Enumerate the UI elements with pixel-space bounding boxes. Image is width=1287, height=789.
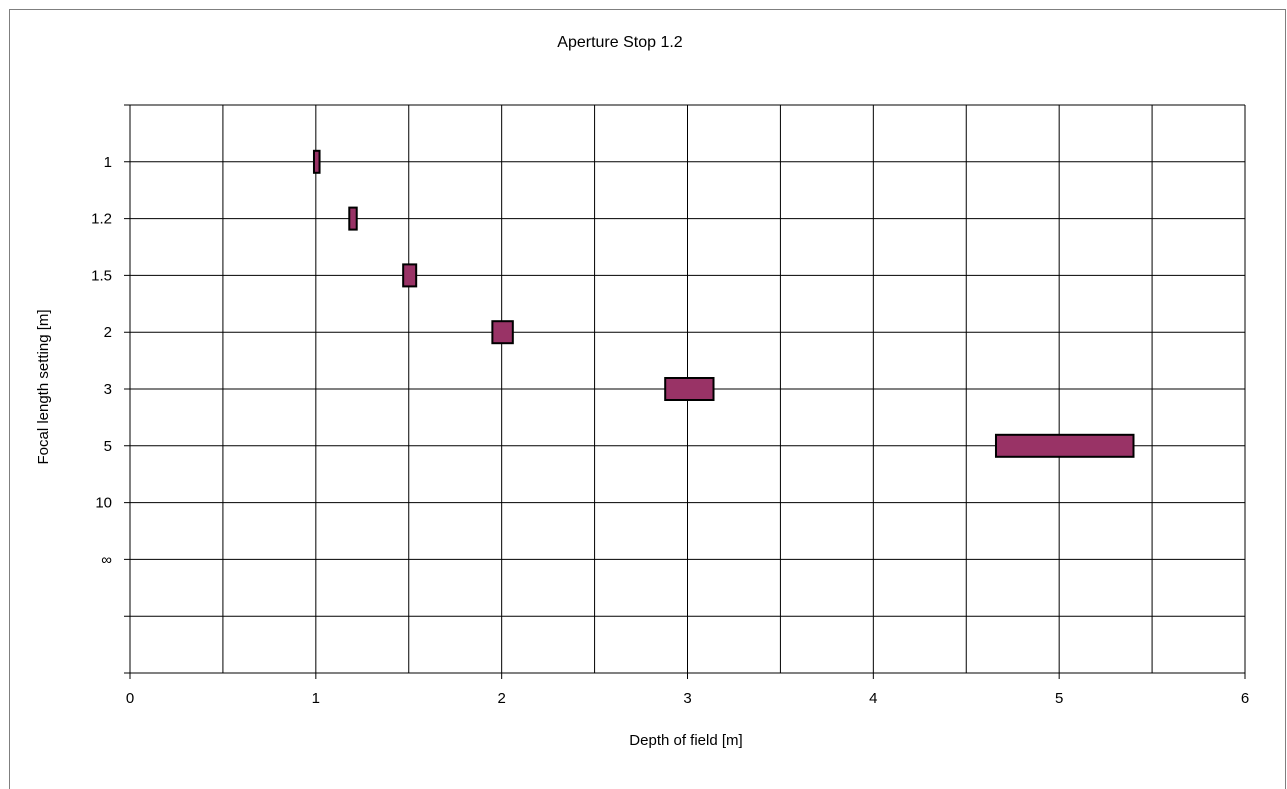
x-tick-label: 4 xyxy=(869,690,877,707)
x-axis-title: Depth of field [m] xyxy=(629,732,742,749)
range-bar xyxy=(491,320,514,345)
x-tick-label: 0 xyxy=(126,690,134,707)
y-tick-label: 1 xyxy=(104,154,112,171)
y-tick-label: 1.2 xyxy=(91,211,112,228)
y-tick-labels: 1 1.2 1.5 2 3 5 10 ∞ xyxy=(91,154,112,569)
y-tick-label: 3 xyxy=(104,381,112,398)
y-tick-label: 10 xyxy=(95,495,112,512)
x-tick-labels: 0 1 2 3 4 5 6 xyxy=(126,690,1249,707)
x-tick-label: 1 xyxy=(312,690,320,707)
y-tick-label: 1.5 xyxy=(91,267,112,284)
grid xyxy=(124,104,1246,679)
x-tick-label: 5 xyxy=(1055,690,1063,707)
x-tick-label: 2 xyxy=(497,690,505,707)
y-tick-label: 2 xyxy=(104,324,112,341)
range-bar xyxy=(348,206,358,231)
y-tick-label: 5 xyxy=(104,438,112,455)
y-axis-title: Focal length setting [m] xyxy=(35,309,52,464)
y-tick-label: ∞ xyxy=(101,551,112,568)
bars xyxy=(312,149,1135,458)
x-tick-label: 6 xyxy=(1241,690,1249,707)
chart-title: Aperture Stop 1.2 xyxy=(557,34,683,51)
range-bar xyxy=(994,433,1135,458)
range-bar xyxy=(664,377,715,401)
x-tick-label: 3 xyxy=(683,690,691,707)
chart-frame xyxy=(9,9,1286,789)
range-bar xyxy=(402,263,418,288)
range-bar xyxy=(312,149,321,174)
